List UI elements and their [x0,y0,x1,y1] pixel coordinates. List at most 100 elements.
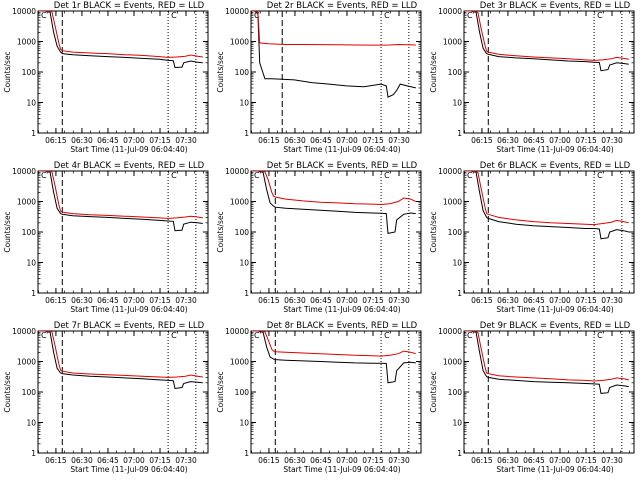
x-axis-label: Start Time (11-Jul-09 06:04:40) [283,305,400,314]
x-tick-label: 07:00 [336,456,358,465]
y-tick-label: 100 [22,228,37,237]
x-tick-label: 06:45 [523,456,545,465]
y-tick-label: 1 [244,129,249,138]
events-series-line [464,171,629,240]
y-tick-label: 10 [26,259,36,268]
panel-title: Det 6r BLACK = Events, RED = LLD [480,161,631,171]
x-tick-label: 07:00 [549,456,571,465]
x-tick-label: 07:30 [175,136,197,145]
x-tick-label: 06:15 [471,136,493,145]
x-tick-label: 07:30 [175,456,197,465]
annotation-marker: C [171,171,177,180]
x-tick-label: 06:30 [284,296,306,305]
lld-series-line [38,11,203,58]
x-tick-label: 07:00 [123,296,145,305]
plot-frame [37,10,209,134]
x-tick-label: 07:00 [123,456,145,465]
x-tick-label: 07:00 [336,136,358,145]
x-tick-label: 07:30 [388,456,410,465]
x-tick-label: 07:30 [601,296,623,305]
panel-title: Det 9r BLACK = Events, RED = LLD [480,321,631,331]
x-tick-label: 07:15 [149,136,171,145]
panel-title: Det 8r BLACK = Events, RED = LLD [267,321,418,331]
panel-title: Det 2r BLACK = Events, RED = LLD [267,1,418,11]
y-tick-label: 1 [244,449,249,458]
y-axis-label: Counts/sec [429,211,438,252]
y-tick-label: 1 [457,289,462,298]
detector-panel-3: Det 3r BLACK = Events, RED = LLD 1 10 100 10… [429,1,635,154]
lld-series-line [251,11,416,46]
x-tick-label: 07:30 [601,456,623,465]
x-tick-label: 06:45 [97,456,119,465]
x-tick-label: 07:30 [601,136,623,145]
plot-frame [37,170,209,294]
detector-panel-6: Det 6r BLACK = Events, RED = LLD 1 10 100 10… [429,161,635,314]
annotation-marker: C [384,11,390,20]
x-tick-label: 07:30 [388,136,410,145]
panel-title: Det 5r BLACK = Events, RED = LLD [267,161,418,171]
panel-title: Det 4r BLACK = Events, RED = LLD [54,161,205,171]
lld-series-line [464,171,629,226]
lld-series-line [464,11,629,61]
y-tick-label: 1000 [17,38,36,47]
x-tick-label: 06:30 [284,136,306,145]
y-tick-label: 10000 [225,327,249,336]
y-tick-label: 10000 [225,7,249,16]
plot-frame [463,10,635,134]
x-axis-label: Start Time (11-Jul-09 06:04:40) [70,305,187,314]
panel-title: Det 1r BLACK = Events, RED = LLD [54,1,205,11]
plot-frame [250,330,422,454]
x-tick-label: 06:30 [497,296,519,305]
x-tick-label: 06:45 [97,136,119,145]
x-axis-label: Start Time (11-Jul-09 06:04:40) [496,145,613,154]
x-axis-label: Start Time (11-Jul-09 06:04:40) [283,465,400,474]
y-tick-label: 100 [235,68,250,77]
x-tick-label: 06:30 [71,456,93,465]
x-tick-label: 06:45 [523,296,545,305]
y-tick-label: 10000 [12,327,36,336]
detector-panel-1: Det 1r BLACK = Events, RED = LLD 1 10 100 10… [3,1,209,154]
x-tick-label: 06:15 [45,296,67,305]
x-tick-label: 06:45 [310,136,332,145]
x-tick-label: 06:15 [471,456,493,465]
y-tick-label: 1 [457,129,462,138]
x-tick-label: 07:00 [549,136,571,145]
y-tick-label: 1 [31,289,36,298]
x-tick-label: 06:15 [258,296,280,305]
y-axis-label: Counts/sec [3,51,12,92]
annotation-marker: C [597,11,603,20]
y-tick-label: 100 [448,388,463,397]
x-axis-label: Start Time (11-Jul-09 06:04:40) [496,465,613,474]
y-axis-label: Counts/sec [3,211,12,252]
events-series-line [38,11,203,69]
annotation-marker: C [597,171,603,180]
y-tick-label: 1000 [17,358,36,367]
x-tick-label: 07:00 [123,136,145,145]
y-tick-label: 1000 [443,38,462,47]
plot-frame [250,10,422,134]
x-tick-label: 07:15 [575,456,597,465]
y-axis-label: Counts/sec [3,371,12,412]
annotation-marker: C [41,331,47,340]
x-tick-label: 06:45 [523,136,545,145]
y-tick-label: 1 [244,289,249,298]
annotation-marker: C [384,331,390,340]
detector-panel-8: Det 8r BLACK = Events, RED = LLD 1 10 100 10… [216,321,422,474]
y-tick-label: 10000 [12,7,36,16]
detector-panel-7: Det 7r BLACK = Events, RED = LLD 1 10 100 10… [3,321,209,474]
y-tick-label: 10000 [225,167,249,176]
plot-frame [37,330,209,454]
x-tick-label: 07:15 [575,136,597,145]
annotation-marker: C [254,11,260,20]
y-tick-label: 10 [452,419,462,428]
x-axis-label: Start Time (11-Jul-09 06:04:40) [283,145,400,154]
annotation-marker: C [467,171,473,180]
y-tick-label: 100 [22,68,37,77]
x-axis-label: Start Time (11-Jul-09 06:04:40) [70,465,187,474]
events-series-line [38,331,203,390]
events-series-line [251,331,416,384]
x-tick-label: 06:30 [71,136,93,145]
panel-title: Det 3r BLACK = Events, RED = LLD [480,1,631,11]
plot-frame [463,170,635,294]
x-tick-label: 06:30 [497,456,519,465]
